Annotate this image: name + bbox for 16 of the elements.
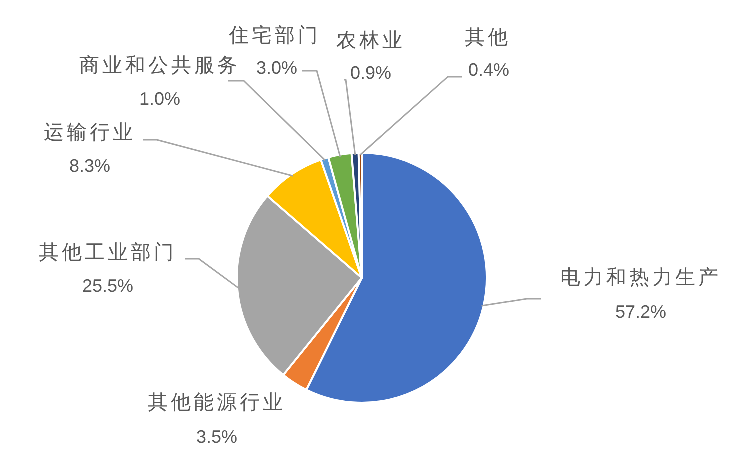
data-label: 0.9% — [350, 63, 392, 83]
data-label: 25.5% — [82, 276, 134, 296]
slice-label: 其他 — [465, 27, 511, 49]
slice-label: 农林业 — [336, 30, 406, 52]
data-label: 3.5% — [196, 427, 238, 447]
slice-label: 其他能源行业 — [148, 392, 286, 414]
slice-label: 电力和热力生产 — [560, 267, 722, 289]
data-label: 3.0% — [256, 58, 298, 78]
data-label: 0.4% — [468, 60, 510, 80]
slice-label: 其他工业部门 — [39, 242, 177, 264]
data-label: 57.2% — [615, 302, 667, 322]
data-label: 1.0% — [139, 89, 181, 109]
slice-label: 住宅部门 — [228, 24, 321, 47]
data-label: 8.3% — [69, 156, 111, 176]
slice-label: 商业和公共服务 — [80, 55, 240, 77]
slice-label: 运输行业 — [44, 122, 136, 144]
